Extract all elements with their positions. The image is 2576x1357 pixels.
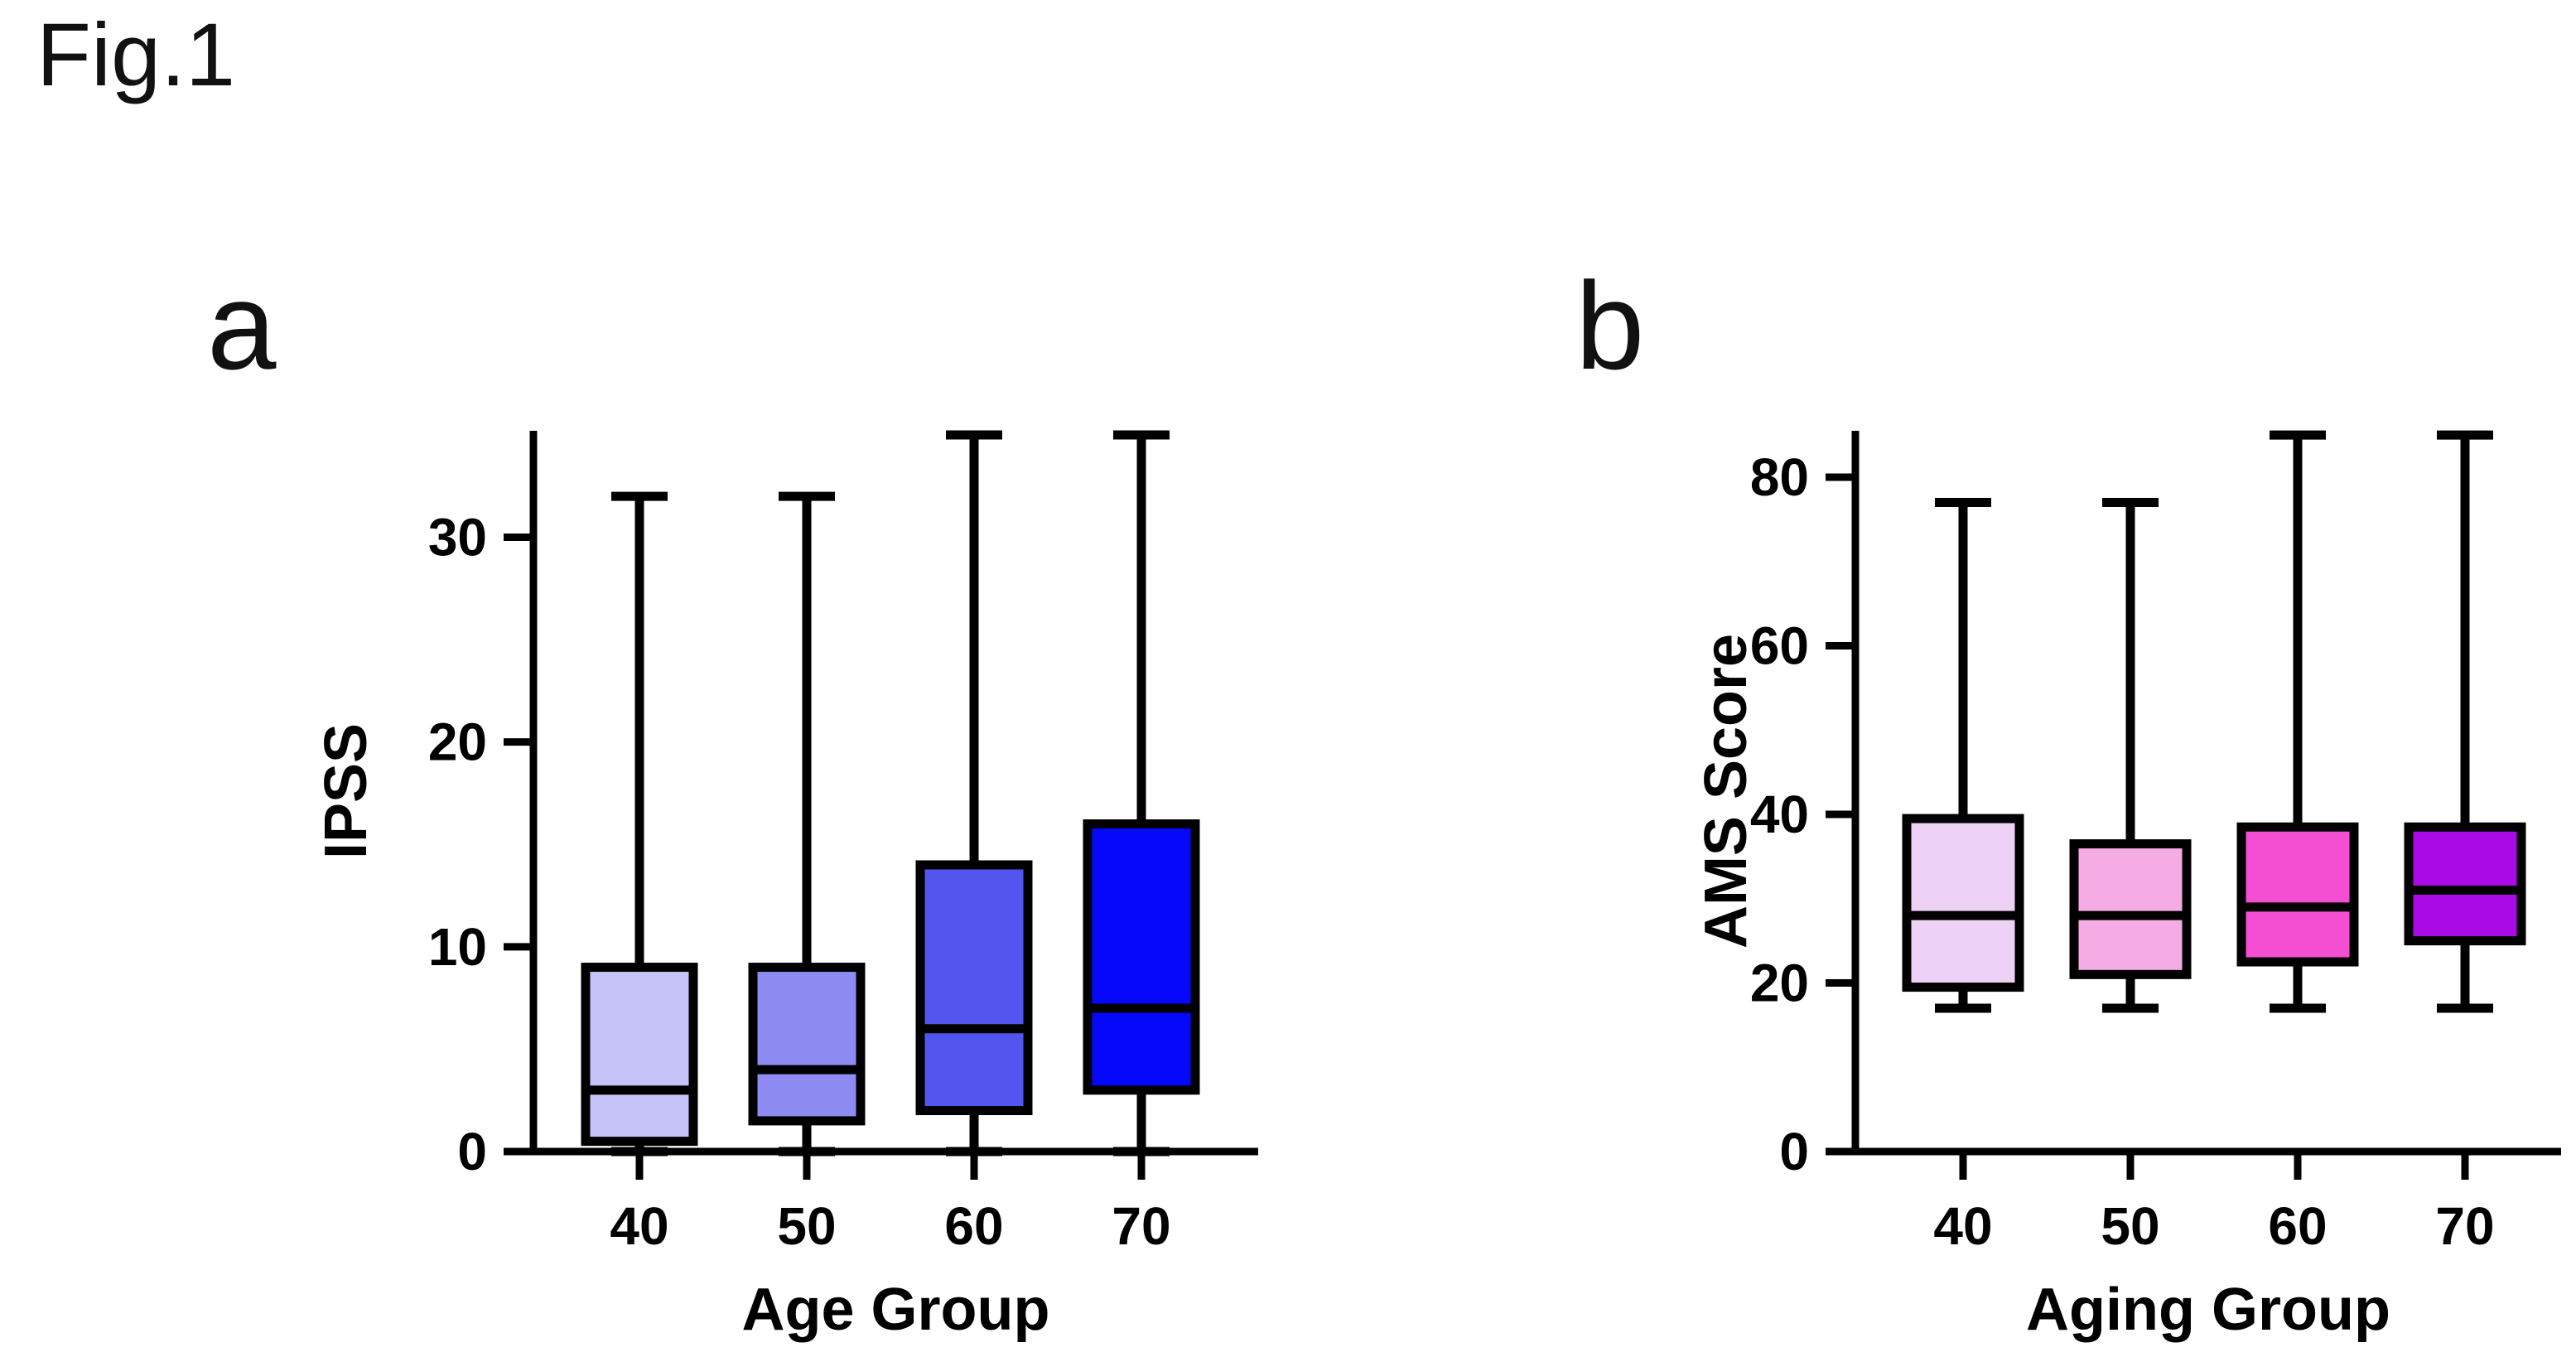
y-tick-label: 20	[428, 712, 487, 772]
box-group-40	[581, 491, 698, 1157]
box-group-50	[748, 491, 866, 1157]
x-axis-title: Age Group	[742, 1277, 1050, 1343]
x-tick-label: 60	[944, 1196, 1003, 1256]
iqr-box	[915, 860, 1033, 1116]
iqr-box	[2404, 822, 2526, 946]
iqr-box	[1902, 814, 2024, 992]
box-group-70	[1083, 430, 1200, 1157]
iqr-box	[1083, 819, 1200, 1095]
figure-number-label: Fig.1	[36, 4, 236, 104]
y-tick-label: 0	[1779, 1122, 1809, 1181]
box-group-60	[2236, 430, 2359, 1013]
boxplot-panel-a: 0 10 20 30 40 50 60 70 Age Group IPSS	[313, 430, 1258, 1343]
y-tick-label: 40	[1750, 785, 1809, 844]
x-tick-label: 70	[2435, 1196, 2494, 1256]
box-group-40	[1902, 497, 2024, 1013]
iqr-box	[748, 963, 866, 1126]
box-group-50	[2069, 497, 2192, 1013]
x-tick-label: 70	[1112, 1196, 1170, 1256]
panel-letter-a: a	[207, 256, 277, 395]
panel-letter-b: b	[1575, 256, 1645, 395]
y-tick-label: 60	[1750, 616, 1809, 675]
x-tick-label: 50	[2101, 1196, 2159, 1256]
y-tick-label: 80	[1750, 447, 1809, 507]
boxplot-panel-b: 0 20 40 60 80 40 50 60 70 Aging Group AMS Score	[1693, 430, 2561, 1343]
y-tick-label: 30	[428, 508, 487, 567]
y-tick-label: 20	[1750, 953, 1809, 1012]
x-tick-label: 50	[777, 1196, 836, 1256]
x-tick-label: 40	[610, 1196, 668, 1256]
box-group-60	[915, 430, 1033, 1157]
y-tick-label: 0	[457, 1122, 487, 1181]
box-group-70	[2404, 430, 2526, 1013]
y-tick-label: 10	[428, 917, 487, 977]
iqr-box	[581, 963, 698, 1147]
y-axis-title: IPSS	[313, 723, 379, 859]
x-tick-label: 40	[1933, 1196, 1992, 1256]
y-axis-title: AMS Score	[1693, 634, 1759, 949]
iqr-box	[2236, 822, 2359, 967]
x-axis-title: Aging Group	[2026, 1277, 2390, 1343]
x-tick-label: 60	[2268, 1196, 2327, 1256]
iqr-box	[2069, 839, 2192, 979]
